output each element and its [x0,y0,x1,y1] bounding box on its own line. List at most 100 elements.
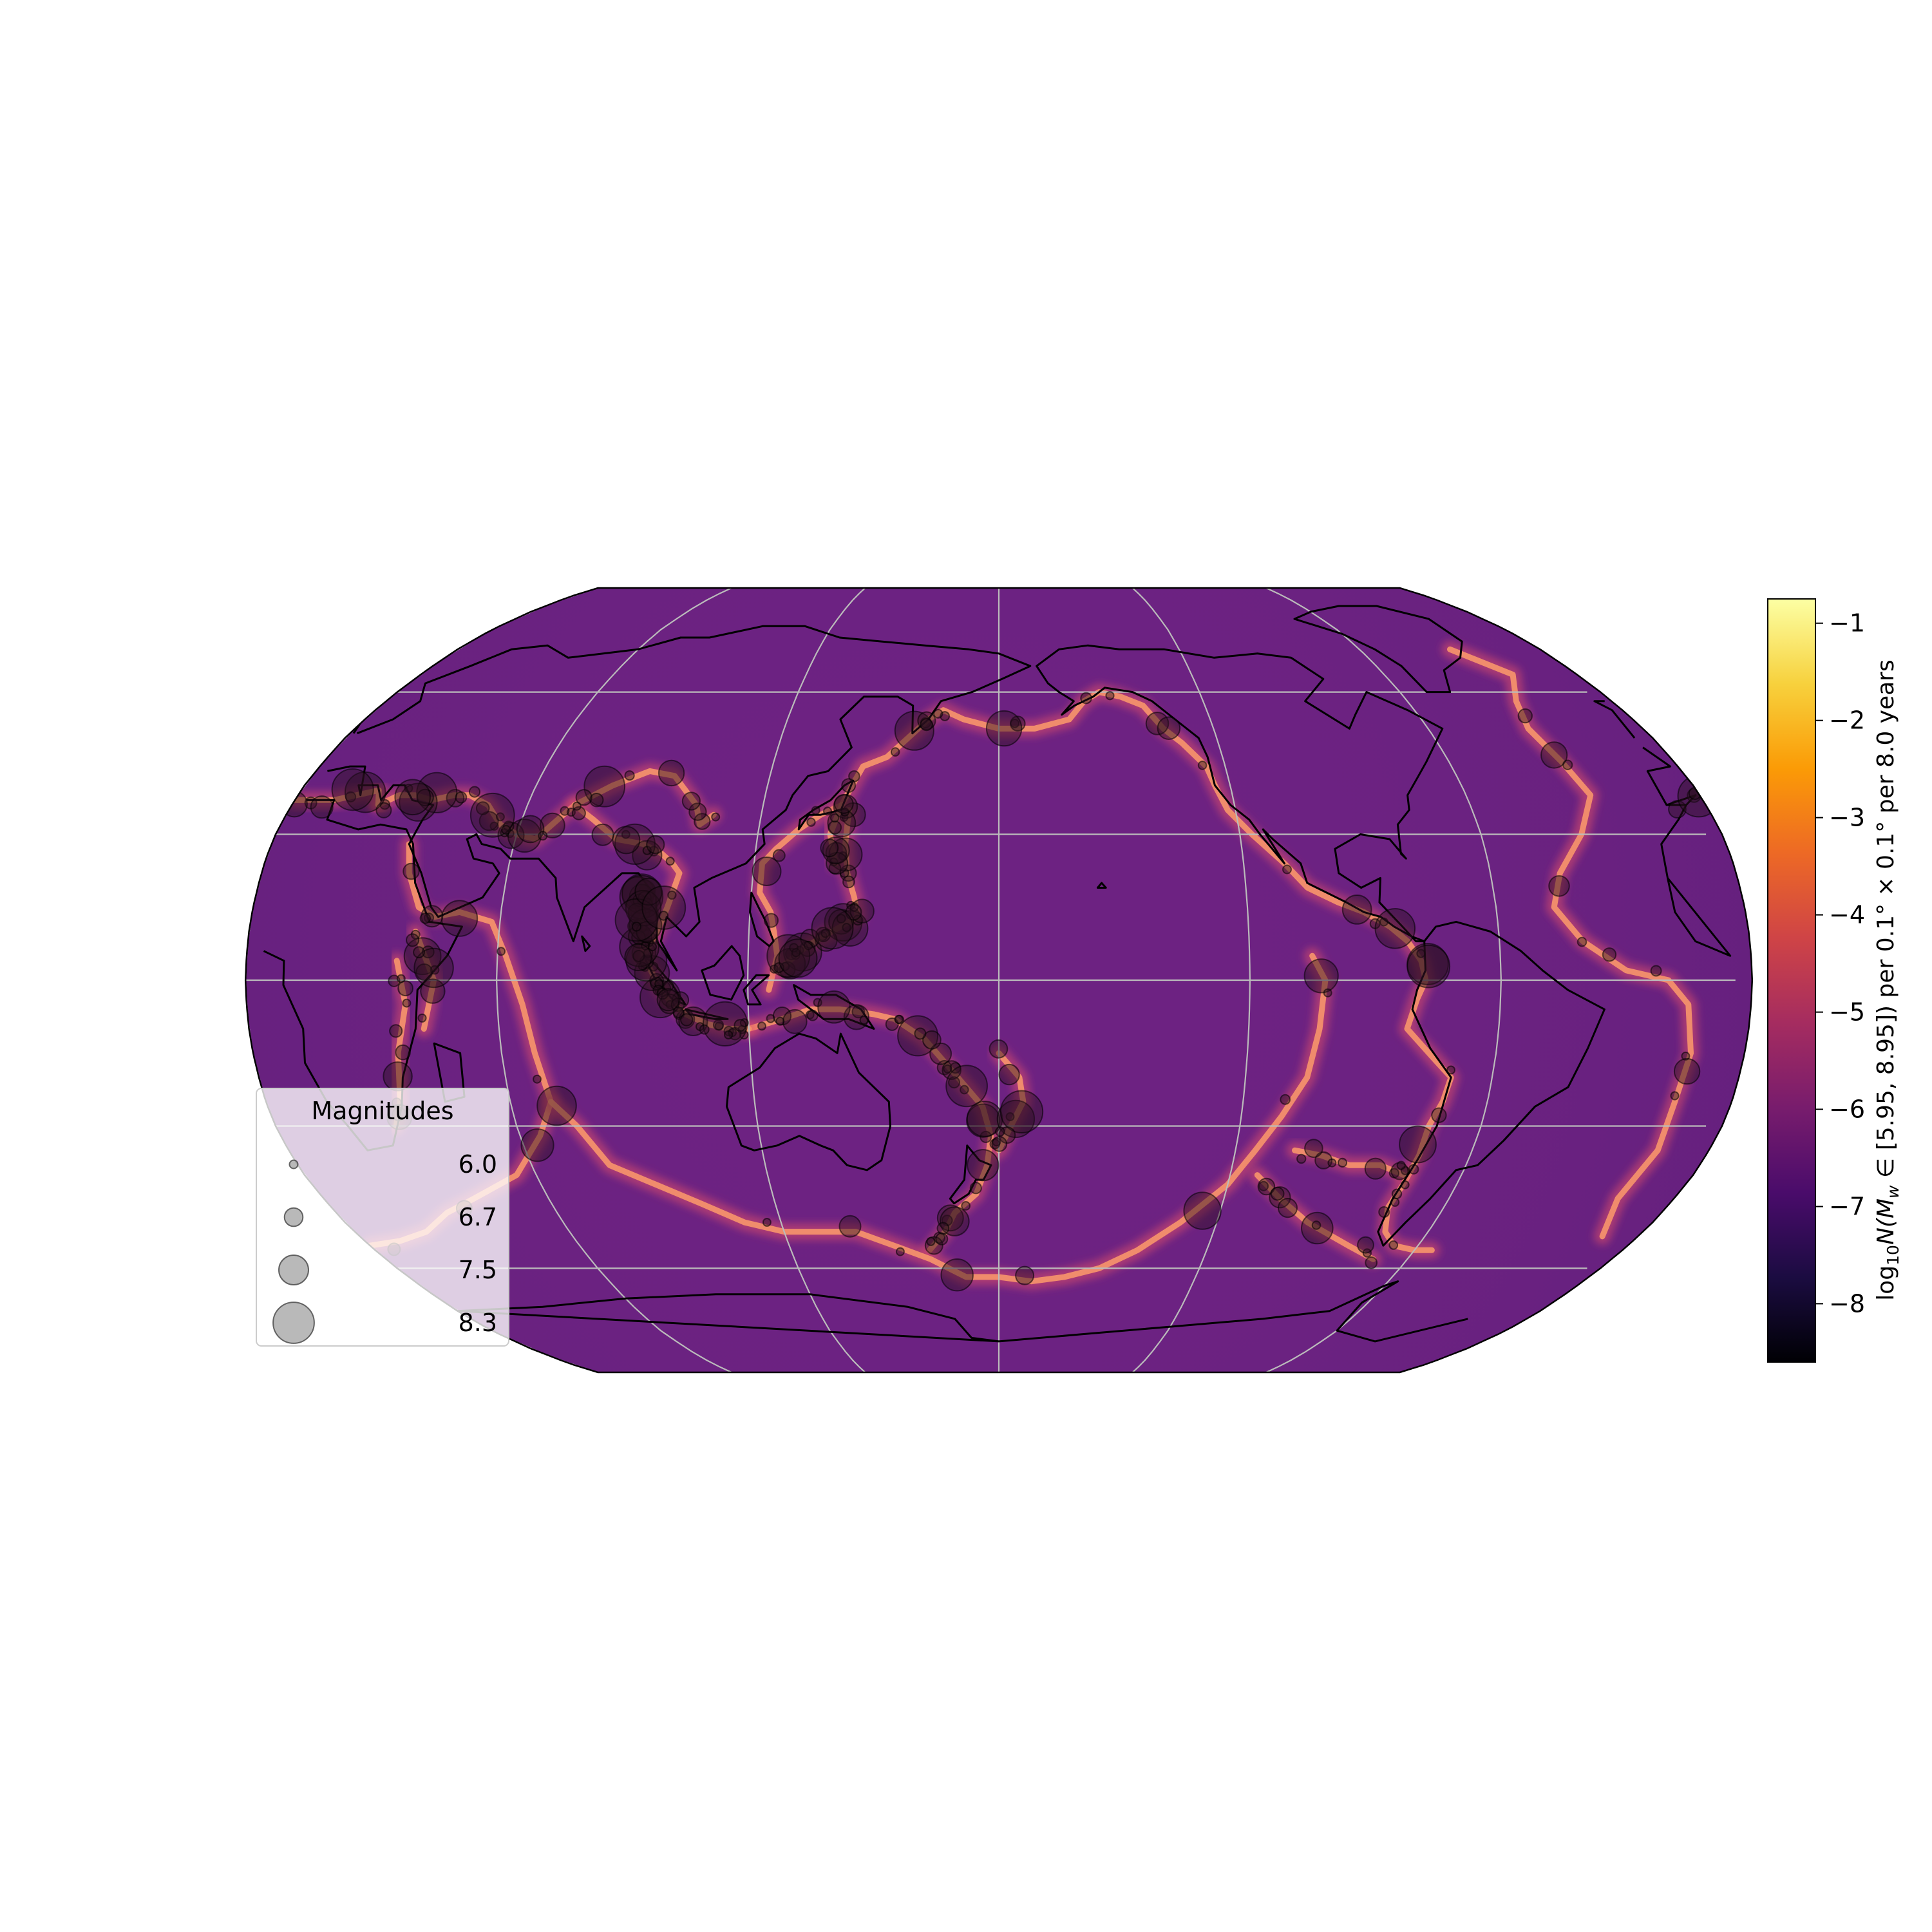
earthquake-marker [702,1001,748,1047]
earthquake-marker [996,1099,1036,1139]
earthquake-marker [926,1236,936,1246]
earthquake-marker [397,980,413,997]
earthquake-marker [402,862,420,880]
earthquake-marker [699,1024,710,1035]
colorbar-tick-label: −1 [1829,609,1865,638]
earthquake-marker [589,793,604,808]
earthquake-marker [394,779,431,816]
colorbar-tick-label: −6 [1829,1095,1865,1124]
earthquake-marker [1005,1112,1015,1121]
colorbar-tick-label: −8 [1829,1289,1865,1318]
earthquake-marker [663,980,674,992]
earthquake-marker [935,1232,949,1245]
earthquake-marker [851,1005,866,1019]
earthquake-marker [841,778,857,793]
earthquake-marker [680,1013,694,1027]
earthquake-marker [1517,708,1533,724]
legend-marker [272,1302,315,1344]
earthquake-marker [775,1016,785,1026]
earthquake-marker [455,791,468,804]
earthquake-marker [533,1074,542,1084]
earthquake-marker [811,907,854,950]
earthquake-marker [763,913,779,928]
earthquake-marker [1282,864,1292,875]
earthquake-marker [1416,949,1426,958]
earthquake-marker [995,1126,1005,1137]
earthquake-marker [495,812,505,822]
earthquake-marker [828,820,842,835]
earthquake-marker [1277,1198,1298,1218]
earthquake-marker [1280,1094,1291,1105]
earthquake-marker [331,768,374,811]
earthquake-marker [859,1016,869,1025]
earthquake-marker [501,825,511,835]
earthquake-marker [383,1061,413,1092]
colorbar-tick-label: −7 [1829,1193,1865,1221]
earthquake-marker [789,943,799,952]
earthquake-marker [969,1182,982,1195]
earthquake-marker [560,806,570,816]
earthquake-marker [817,990,851,1024]
earthquake-marker [897,1015,939,1057]
earthquake-marker [791,948,801,958]
earthquake-marker [1650,965,1662,977]
earthquake-marker [413,947,454,989]
coastline [456,1280,1468,1343]
earthquake-marker [1446,1065,1455,1075]
earthquake-marker [998,1063,1020,1086]
plate-boundary [571,768,717,828]
earthquake-marker [940,1206,970,1236]
colorbar-label: log10N(Mw ∈ [5.95, 8.95]) per 0.1° × 0.1… [1873,659,1902,1300]
earthquake-marker [1314,1151,1333,1170]
earthquake-marker [621,829,630,839]
earthquake-marker [614,898,658,942]
earthquake-marker [766,934,811,978]
graticule [245,588,1736,1372]
earthquake-marker [1157,716,1181,740]
coastline [949,1144,992,1205]
earthquake-marker [1390,1162,1409,1180]
colorbar-tick-label: −2 [1829,706,1865,735]
earthquake-marker [632,950,645,962]
earthquake-marker [1105,691,1115,701]
earthquake-marker [1399,1125,1437,1164]
earthquake-marker [665,857,675,866]
earthquake-marker [440,900,478,937]
earthquake-marker [989,1039,1009,1059]
earthquake-marker [1390,1197,1400,1208]
earthquake-marker [1408,1164,1419,1175]
earthquake-marker [806,817,816,827]
earthquake-marker [415,963,433,981]
earthquake-marker [656,987,669,1000]
earthquake-marker [924,1236,943,1255]
earthquake-marker [344,771,386,813]
earthquake-marker [820,929,830,938]
earthquake-marker [836,914,846,923]
earthquake-marker [1378,1206,1390,1218]
earthquake-marker [667,890,677,900]
earthquake-marker [782,1009,808,1034]
earthquake-marker [922,1030,942,1050]
coastline [1096,882,1107,889]
legend-label: 7.5 [459,1256,497,1284]
legend-label: 6.0 [459,1150,497,1179]
plate-boundary [827,802,845,867]
earthquake-marker [1681,1051,1690,1061]
earthquake-marker [1388,1240,1399,1250]
earthquake-marker [416,772,458,814]
earthquake-marker [575,789,592,806]
earthquake-marker [1391,1188,1403,1200]
earthquake-marker [539,812,565,838]
earthquake-marker [1374,908,1416,949]
earthquake-marker [395,1044,411,1061]
earthquake-marker [1015,1265,1035,1285]
earthquake-marker [1365,1256,1378,1269]
earthquake-marker [933,708,943,719]
earthquake-marker [1670,1091,1680,1101]
earthquake-marker [752,857,782,886]
earthquake-marker [591,823,614,846]
colorbar-tick-label: −5 [1829,998,1865,1027]
coastline [642,954,687,1006]
earthquake-marker [778,938,818,978]
colorbar: −1 −2 −3 −4 −5 −6 −7 −8 log10N(Mw ∈ [5.95, 8.95… [1767,598,1902,1363]
